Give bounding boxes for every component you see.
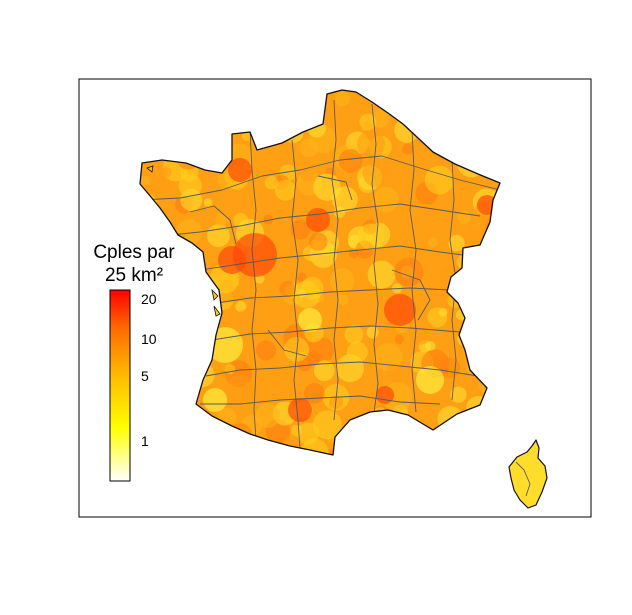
- density-patch: [394, 334, 404, 344]
- density-patch: [151, 175, 171, 195]
- density-patch: [301, 168, 314, 182]
- low-density-patch: [203, 388, 227, 412]
- density-patch: [290, 219, 311, 240]
- density-patch: [394, 257, 424, 287]
- density-patch: [296, 272, 307, 283]
- high-density-patch: [384, 294, 416, 326]
- density-patch: [425, 341, 436, 352]
- density-patch: [367, 260, 396, 289]
- density-patch: [362, 157, 393, 188]
- density-patch: [466, 381, 476, 392]
- legend-tick-label: 20: [141, 291, 157, 307]
- density-patch: [438, 308, 448, 317]
- density-patch: [344, 325, 364, 344]
- density-patch: [313, 360, 335, 382]
- density-patch: [450, 386, 467, 403]
- density-patch: [296, 422, 319, 445]
- high-density-patch: [376, 386, 394, 404]
- legend-colorbar: [109, 289, 131, 482]
- density-patch: [428, 237, 438, 248]
- legend-title: Cples par 25 km²: [84, 241, 184, 287]
- island-ushant: [146, 165, 154, 173]
- density-patch: [309, 232, 328, 251]
- legend-title-line1: Cples par: [93, 242, 175, 263]
- density-patch: [207, 224, 230, 248]
- density-patch: [203, 198, 213, 207]
- legend-tick-label: 1: [141, 433, 149, 449]
- density-patch: [337, 294, 349, 306]
- density-patch: [400, 204, 409, 213]
- density-patch: [373, 186, 399, 213]
- density-patch: [235, 309, 256, 330]
- density-patch: [274, 179, 296, 201]
- density-patch: [424, 165, 454, 195]
- density-patch: [338, 149, 363, 173]
- density-patch: [361, 121, 372, 132]
- density-patch: [178, 174, 202, 198]
- density-patch: [226, 375, 253, 401]
- density-patch: [217, 173, 234, 190]
- density-patch: [329, 268, 355, 294]
- high-density-patch: [228, 158, 252, 182]
- density-patch: [402, 143, 413, 155]
- low-density-patch: [298, 308, 322, 332]
- density-patch: [215, 213, 228, 226]
- france-coastline: [139, 89, 501, 456]
- low-density-patch: [416, 366, 444, 394]
- density-patch: [263, 214, 274, 225]
- density-patch: [260, 318, 271, 329]
- density-patch: [346, 341, 368, 363]
- density-patch: [255, 403, 280, 428]
- island-re: [211, 288, 219, 301]
- legend-title-line2: 25 km²: [104, 265, 164, 286]
- island-oleron: [213, 305, 221, 317]
- density-patch: [279, 281, 296, 297]
- high-density-patch: [306, 208, 330, 232]
- density-patch: [386, 363, 405, 383]
- density-patch: [140, 175, 151, 187]
- density-patch: [356, 130, 385, 159]
- density-patch: [334, 91, 350, 107]
- density-patch: [235, 301, 247, 313]
- high-density-patch: [218, 246, 246, 274]
- density-patch: [264, 176, 279, 190]
- density-patch: [361, 138, 371, 147]
- mainland-france: [139, 89, 501, 456]
- density-patch: [300, 276, 324, 300]
- legend-tick-label: 10: [141, 331, 157, 347]
- density-patch: [255, 340, 277, 361]
- corsica-department-border: [515, 461, 531, 497]
- density-patch: [160, 166, 172, 178]
- legend-tick-label: 5: [141, 368, 149, 384]
- corsica: [508, 439, 548, 509]
- density-patch: [358, 223, 385, 250]
- density-patch: [306, 351, 321, 366]
- density-patch: [366, 326, 379, 339]
- high-density-patch: [288, 398, 312, 422]
- density-patch: [448, 235, 465, 252]
